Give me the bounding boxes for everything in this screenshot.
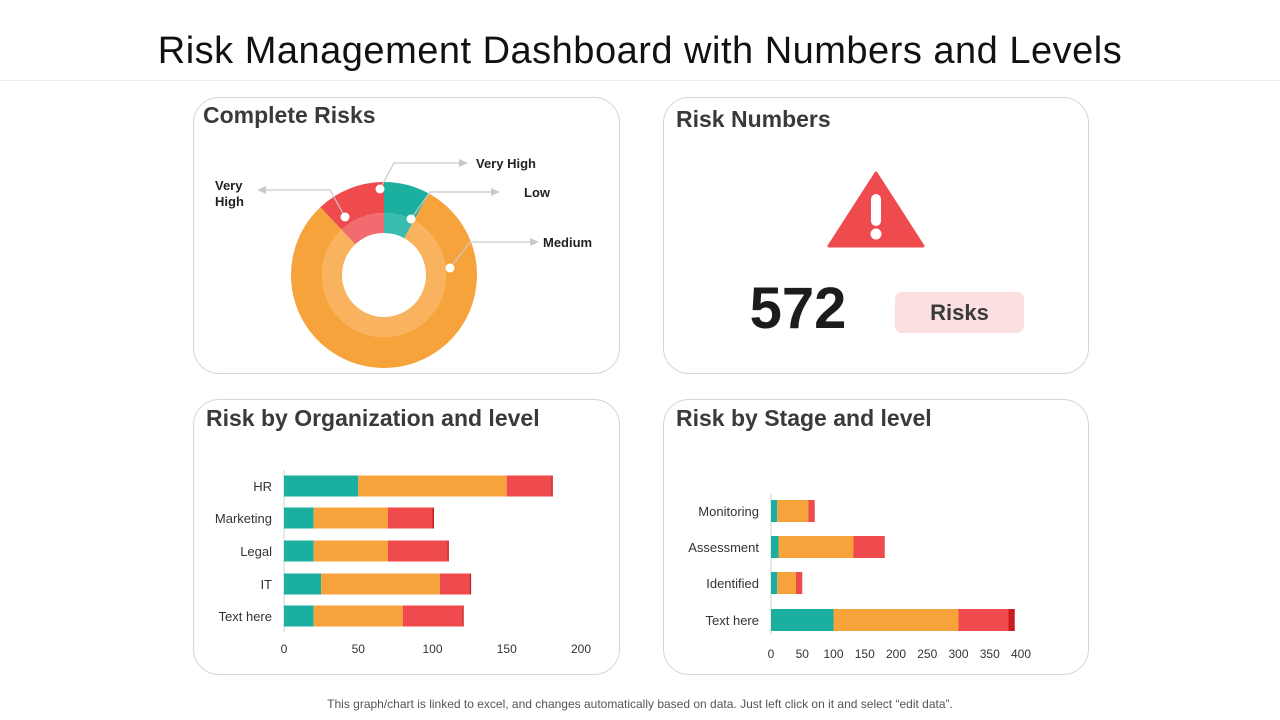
arrowhead [257, 186, 266, 194]
donut-label-medium: Medium [543, 235, 592, 250]
stage-chart-category-label: Text here [706, 613, 759, 628]
org-chart-x-tick-label: 150 [497, 642, 517, 656]
risk-by-stage-title: Risk by Stage and level [676, 405, 932, 431]
org-chart-bar-segment-text-here-0[interactable] [284, 605, 314, 627]
stage-chart-bar-segment-monitoring-2[interactable] [808, 500, 815, 522]
stage-chart-bar-segment-identified-2[interactable] [796, 572, 803, 594]
arrowhead [459, 159, 468, 167]
leader-line-medium [449, 241, 533, 269]
stage-chart-bar-segment-text-here-0[interactable] [771, 609, 834, 631]
donut-label-very-high-left-line1: Very [215, 178, 243, 193]
arrowhead [491, 188, 500, 196]
org-chart-bar-segment-it-3[interactable] [469, 573, 472, 595]
org-chart-bar-segment-hr-2[interactable] [506, 475, 552, 497]
donut-label-very-high-top: Very High [476, 156, 536, 171]
org-chart-bar-segment-marketing-3[interactable] [432, 507, 434, 529]
org-chart-category-label: Legal [240, 544, 272, 559]
donut-inner-slice-very-high[interactable] [341, 213, 384, 245]
org-chart-bar-segment-legal-0[interactable] [284, 540, 314, 562]
complete-risks-title: Complete Risks [203, 102, 376, 128]
stage-chart-x-tick-label: 400 [1011, 647, 1031, 661]
donut-inner-slice-low[interactable] [384, 213, 414, 239]
org-chart-bar-segment-marketing-0[interactable] [284, 507, 314, 529]
org-chart-category-label: Marketing [215, 511, 272, 526]
org-chart-bar-segment-it-2[interactable] [439, 573, 470, 595]
stage-chart-category-label: Identified [706, 576, 759, 591]
stage-chart-bar-segment-identified-0[interactable] [771, 572, 778, 594]
leader-line-very-high-top [379, 162, 462, 190]
stage-chart-category-label: Monitoring [698, 504, 759, 519]
org-chart-bar-segment-it-0[interactable] [284, 573, 322, 595]
org-chart-category-label: HR [253, 479, 272, 494]
leader-line-low [410, 191, 494, 220]
leader-dot [375, 184, 385, 194]
risk-numbers-title: Risk Numbers [676, 106, 831, 132]
page-title: Risk Management Dashboard with Numbers a… [157, 30, 1123, 72]
stage-chart-x-tick-label: 150 [855, 647, 875, 661]
org-chart-bar-segment-hr-3[interactable] [551, 475, 553, 497]
stage-chart-x-tick-label: 200 [886, 647, 906, 661]
stage-chart-x-tick-label: 100 [823, 647, 843, 661]
stage-chart-x-tick-label: 350 [980, 647, 1000, 661]
leader-dot [406, 214, 416, 224]
org-chart-x-tick-label: 200 [571, 642, 591, 656]
org-chart-bar-segment-legal-2[interactable] [387, 540, 448, 562]
stage-chart-bar-segment-identified-1[interactable] [777, 572, 796, 594]
risks-badge: Risks [895, 292, 1024, 333]
org-chart-bar-segment-legal-3[interactable] [447, 540, 449, 562]
org-chart-x-tick-label: 0 [281, 642, 288, 656]
org-chart-bar-segment-marketing-2[interactable] [387, 507, 433, 529]
stage-chart-bar-segment-monitoring-1[interactable] [777, 500, 809, 522]
stage-chart-bar-segment-text-here-1[interactable] [833, 609, 959, 631]
stage-chart-bar-segment-assessment-0[interactable] [771, 536, 779, 558]
org-chart-bar-segment-text-here-2[interactable] [402, 605, 463, 627]
donut-inner-slice-medium[interactable] [322, 220, 446, 338]
stage-chart-category-label: Assessment [688, 540, 759, 555]
org-chart-category-label: Text here [219, 609, 272, 624]
donut-label-very-high-left-line2: High [215, 194, 244, 209]
footer-note: This graph/chart is linked to excel, and… [327, 697, 953, 711]
leader-dot [340, 212, 350, 222]
stage-chart-bar-segment-assessment-1[interactable] [778, 536, 854, 558]
org-chart-bar-segment-marketing-1[interactable] [313, 507, 388, 529]
leader-line-very-high-left [260, 189, 346, 218]
org-chart-bar-segment-hr-1[interactable] [358, 475, 507, 497]
risk-count-value: 572 [749, 276, 847, 341]
org-chart-bar-segment-text-here-3[interactable] [462, 605, 464, 627]
donut-label-low: Low [524, 185, 551, 200]
org-chart-bar-segment-hr-0[interactable] [284, 475, 359, 497]
org-chart-category-label: IT [260, 577, 272, 592]
title-divider [0, 80, 1280, 81]
warning-triangle-icon [827, 171, 925, 248]
donut-outer-slice-very-high[interactable] [320, 182, 384, 230]
donut-outer-slice-low[interactable] [384, 182, 429, 221]
stage-chart-x-tick-label: 0 [768, 647, 775, 661]
stage-chart-x-tick-label: 300 [948, 647, 968, 661]
stage-chart-bar-segment-text-here-3[interactable] [1008, 609, 1015, 631]
leader-dot [445, 263, 455, 273]
org-chart-x-tick-label: 100 [422, 642, 442, 656]
org-chart-bar-segment-text-here-1[interactable] [313, 605, 403, 627]
stage-chart-bar-segment-text-here-2[interactable] [958, 609, 1009, 631]
arrowhead [530, 238, 539, 246]
org-chart-x-tick-label: 50 [352, 642, 366, 656]
org-chart-bar-segment-legal-1[interactable] [313, 540, 388, 562]
stage-chart-bar-segment-assessment-2[interactable] [853, 536, 885, 558]
risk-by-organization-title: Risk by Organization and level [206, 405, 540, 431]
donut-outer-slice-medium[interactable] [291, 193, 478, 368]
risk-by-organization-card [193, 399, 620, 675]
stage-chart-x-tick-label: 250 [917, 647, 937, 661]
stage-chart-bar-segment-monitoring-0[interactable] [771, 500, 778, 522]
stage-chart-x-tick-label: 50 [796, 647, 810, 661]
org-chart-bar-segment-it-1[interactable] [321, 573, 440, 595]
